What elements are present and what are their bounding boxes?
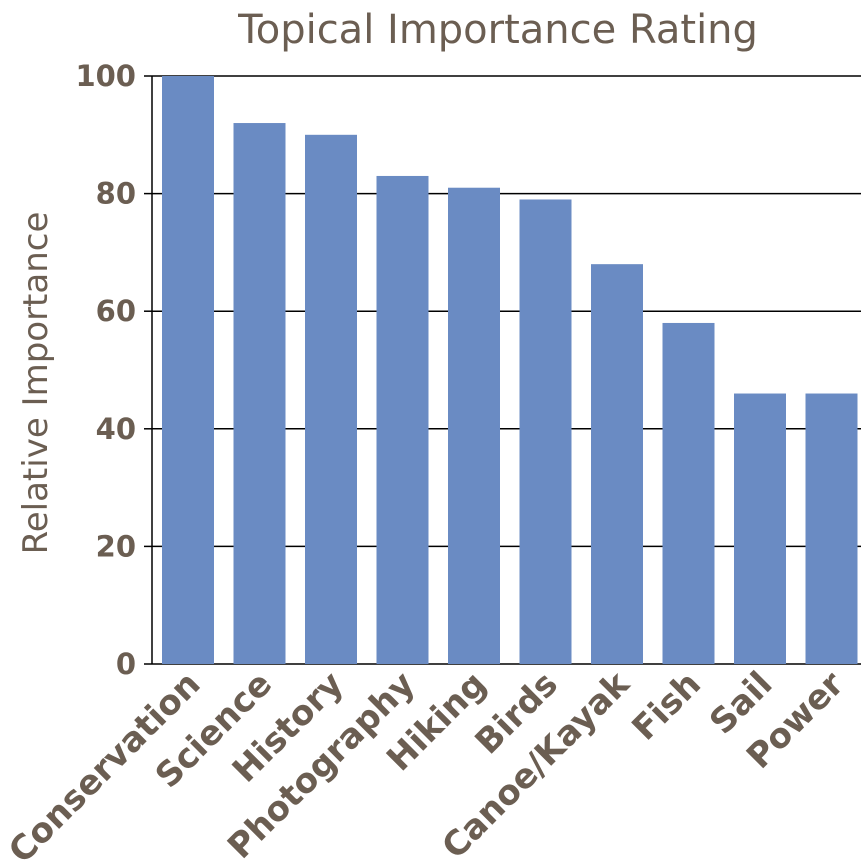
- bar-birds: [519, 199, 572, 665]
- bar-conservation: [162, 76, 214, 664]
- bars: [162, 76, 858, 665]
- bar-power: [805, 393, 858, 664]
- y-tick-label: 80: [96, 177, 136, 211]
- y-tick-label: 100: [75, 59, 136, 93]
- y-tick-label: 0: [116, 647, 136, 681]
- y-tick-labels: 0 20 40 60 80 100: [75, 59, 136, 681]
- y-tick-label: 40: [96, 412, 136, 446]
- bar-fish: [662, 322, 715, 664]
- y-tick-label: 20: [96, 529, 136, 563]
- bar-history: [305, 134, 357, 665]
- x-tick-label: Fish: [624, 664, 708, 748]
- y-axis-label: Relative Importance: [16, 212, 56, 555]
- x-tick-labels: ConservationScienceHistoryPhotographyHik…: [1, 663, 852, 864]
- bar-sail: [734, 393, 786, 664]
- bar-hiking: [448, 187, 500, 664]
- bar-science: [233, 123, 286, 665]
- bar-photography: [376, 175, 429, 664]
- y-tick-label: 60: [96, 294, 136, 328]
- bar-canoe-kayak: [591, 264, 643, 664]
- chart-title: Topical Importance Rating: [237, 7, 758, 53]
